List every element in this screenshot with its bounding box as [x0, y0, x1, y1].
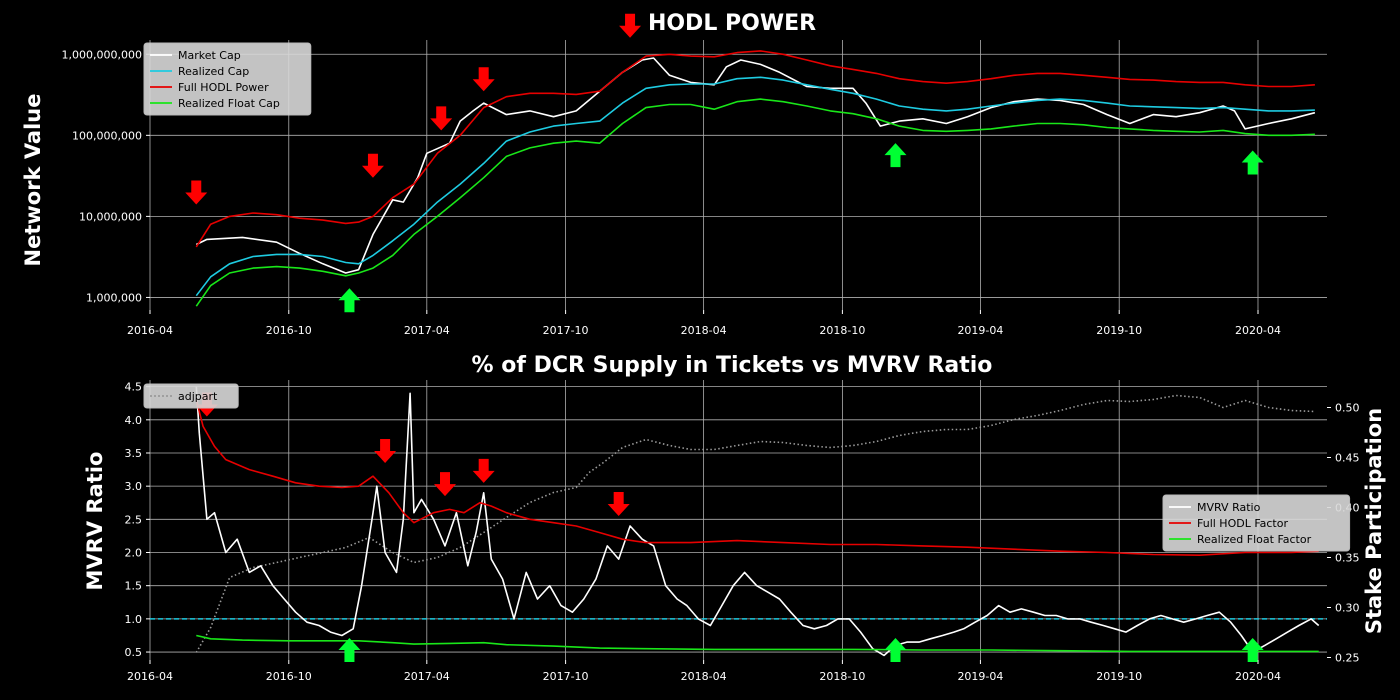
- chart2-annotations: [195, 392, 1264, 662]
- chart1-down-arrow-1: [185, 180, 208, 205]
- chart1-ytick-label-100000000: 100,000,000: [72, 129, 142, 142]
- chart2-grid: [149, 380, 1327, 660]
- chart2-ytick-label-1.0: 1.0: [125, 613, 143, 626]
- chart2-series-realized-float-factor: [196, 634, 1319, 653]
- chart2-y2tick-label-0.25: 0.25: [1335, 652, 1360, 665]
- chart1-annotations: [185, 13, 1264, 313]
- chart1-ticks: 2016-04 2016-10 2017-04 2017-10 2018-04 2018-…: [62, 48, 1281, 337]
- chart2-y2tick-label-0.50: 0.50: [1335, 402, 1360, 415]
- chart1-down-arrow-5: [619, 13, 642, 38]
- chart1-xtick-label-2017-10: 2017-10: [543, 324, 589, 337]
- chart2-xtick-label-2019-04: 2019-04: [957, 670, 1003, 683]
- chart2-series-mvrv-ratio: [195, 386, 1320, 657]
- chart2-ytick-label-3.0: 3.0: [125, 480, 143, 493]
- chart1-title: HODL POWER: [648, 11, 816, 36]
- chart1-legend-label-market-cap: Market Cap: [178, 49, 241, 62]
- chart2-legend-left-label-adjpart: adjpart: [178, 390, 218, 403]
- chart2-down-arrow-4: [472, 458, 495, 483]
- chart2-up-arrow-8: [1241, 638, 1264, 662]
- chart2-series: [195, 386, 1320, 657]
- chart1-up-arrow-6: [338, 288, 361, 313]
- chart1-legend-label-full-hodl-power: Full HODL Power: [178, 81, 269, 94]
- chart2-xtick-label-2019-10: 2019-10: [1096, 670, 1142, 683]
- chart1-legend-box: [143, 42, 312, 116]
- chart2-y2tick-label-0.35: 0.35: [1335, 552, 1360, 565]
- chart2-ytick-label-4.5: 4.5: [125, 381, 143, 394]
- chart1-xtick-label-2020-04: 2020-04: [1235, 324, 1281, 337]
- chart1-xtick-label-2017-04: 2017-04: [404, 324, 450, 337]
- chart1-down-arrow-2: [361, 153, 384, 178]
- chart1-ytick-label-1000000000: 1,000,000,000: [62, 48, 142, 61]
- chart1-up-arrow-8: [1241, 150, 1264, 175]
- chart1-xtick-label-2018-10: 2018-10: [819, 324, 865, 337]
- chart2-ytick-label-2.5: 2.5: [125, 513, 143, 526]
- chart1-legend: Market Cap Realized Cap Full HODL Power Rea…: [143, 42, 312, 116]
- chart2-ytick-label-1.5: 1.5: [125, 580, 143, 593]
- chart2-legend-right-box: [1162, 494, 1351, 552]
- chart2-ytick-label-2.0: 2.0: [125, 547, 143, 560]
- chart2-title: % of DCR Supply in Tickets vs MVRV Ratio: [472, 353, 993, 378]
- chart1-series: [195, 50, 1316, 307]
- chart2-down-arrow-5: [607, 492, 630, 517]
- chart1-xtick-label-2016-10: 2016-10: [266, 324, 312, 337]
- chart2-xtick-label-2018-04: 2018-04: [681, 670, 727, 683]
- chart2-series-adjpart: [195, 394, 1315, 653]
- chart2-y2tick-label-0.30: 0.30: [1335, 602, 1360, 615]
- chart1-legend-label-realized-float-cap: Realized Float Cap: [178, 97, 280, 110]
- chart1-xtick-label-2019-10: 2019-10: [1096, 324, 1142, 337]
- chart2-ytick-label-4.0: 4.0: [125, 414, 143, 427]
- chart2-ylabel: MVRV Ratio: [83, 452, 107, 591]
- chart1-down-arrow-4: [472, 67, 495, 92]
- mvrv-ratio-chart: % of DCR Supply in Tickets vs MVRV Ratio…: [83, 353, 1386, 683]
- chart1-series-realized-cap: [195, 76, 1315, 297]
- chart1-grid: [149, 40, 1327, 310]
- chart1-ytick-label-1000000: 1,000,000: [86, 291, 142, 304]
- chart2-ytick-label-3.5: 3.5: [125, 447, 143, 460]
- chart2-y2tick-label-0.45: 0.45: [1335, 452, 1360, 465]
- chart2-xtick-label-2020-04: 2020-04: [1235, 670, 1281, 683]
- chart1-xtick-label-2018-04: 2018-04: [681, 324, 727, 337]
- chart2-series-full-hodl-factor: [195, 399, 1319, 556]
- chart2-legend-right-label-full-hodl-factor: Full HODL Factor: [1197, 517, 1288, 530]
- chart1-up-arrow-7: [884, 143, 907, 168]
- chart2-y2label: Stake Participation: [1362, 408, 1386, 634]
- chart2-legend: adjpart MVRV Ratio Full HODL Factor Realize…: [143, 383, 1351, 552]
- chart2-xtick-label-2016-10: 2016-10: [266, 670, 312, 683]
- chart1-down-arrow-3: [430, 106, 453, 131]
- chart1-series-realized-float-cap: [195, 98, 1315, 307]
- chart2-up-arrow-7: [884, 638, 907, 662]
- chart1-ytick-label-10000000: 10,000,000: [79, 210, 142, 223]
- chart2-xtick-label-2017-04: 2017-04: [404, 670, 450, 683]
- chart1-xtick-label-2016-04: 2016-04: [127, 324, 173, 337]
- chart2-down-arrow-2: [374, 438, 397, 463]
- chart2-ticks: 2016-04 2016-10 2017-04 2017-10 2018-04 2018-…: [125, 381, 1360, 683]
- chart1-series-market-cap: [195, 57, 1316, 274]
- chart1-xtick-label-2019-04: 2019-04: [957, 324, 1003, 337]
- chart1-legend-label-realized-cap: Realized Cap: [178, 65, 249, 78]
- chart2-ytick-label-0.5: 0.5: [125, 646, 143, 659]
- chart2-legend-right-label-realized-float-factor: Realized Float Factor: [1197, 533, 1312, 546]
- chart2-xtick-label-2017-10: 2017-10: [543, 670, 589, 683]
- chart2-legend-left-box: [143, 383, 239, 409]
- chart1-ylabel: Network Value: [21, 94, 45, 267]
- chart2-xtick-label-2016-04: 2016-04: [127, 670, 173, 683]
- chart1-series-full-hodl-power: [195, 50, 1315, 248]
- chart2-legend-right-label-mvrv-ratio: MVRV Ratio: [1197, 501, 1261, 514]
- chart2-down-arrow-3: [434, 472, 457, 497]
- hodl-power-chart: HODL POWER Network Value 2016-04 2016-10 2…: [21, 11, 1327, 337]
- chart2-xtick-label-2018-10: 2018-10: [819, 670, 865, 683]
- chart2-up-arrow-6: [338, 638, 361, 662]
